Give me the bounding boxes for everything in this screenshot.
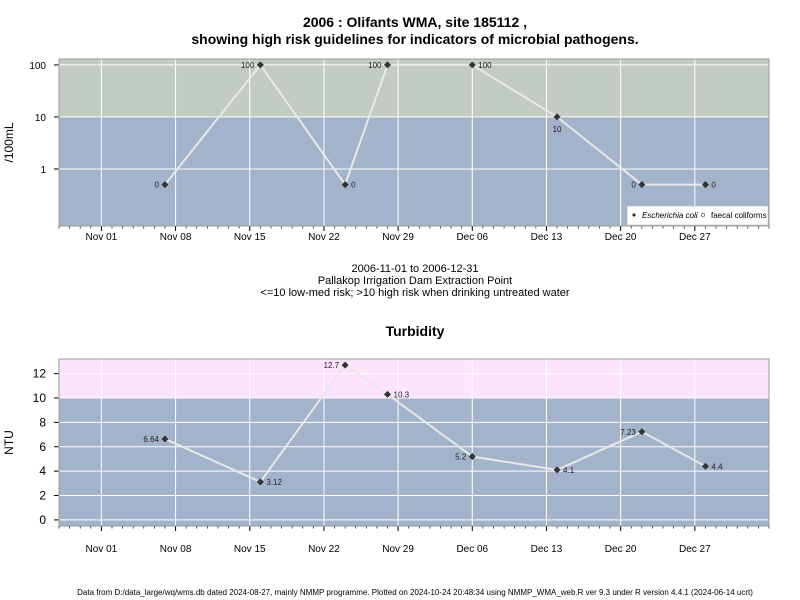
turbidity-x-tick-label: Nov 01: [86, 544, 118, 555]
microbial-x-tick-label: Nov 01: [86, 232, 118, 243]
turbidity-x-tick-label: Dec 13: [531, 544, 563, 555]
legend-ecoli-marker: [632, 213, 636, 217]
turbidity-data-label: 6.64: [143, 435, 159, 444]
microbial-data-point: [384, 61, 392, 69]
turbidity-data-label: 7.23: [620, 428, 636, 437]
site-name-caption: Pallakop Irrigation Dam Extraction Point: [317, 275, 513, 287]
microbial-data-point: [161, 181, 169, 189]
turbidity-data-label: 4.4: [711, 462, 723, 471]
turbidity-data-label: 10.3: [394, 390, 410, 399]
data-source-footer: Data from D:/data_large/wq/wms.db dated …: [77, 588, 753, 597]
microbial-data-point: [701, 181, 709, 189]
microbial-data-label: 0: [711, 181, 716, 190]
turbidity-data-label: 12.7: [324, 361, 340, 370]
microbial-x-tick-label: Dec 27: [679, 232, 711, 243]
microbial-data-label: 0: [631, 181, 636, 190]
microbial-data-label: 100: [241, 61, 255, 70]
turbidity-low-risk-band: [59, 398, 769, 526]
turbidity-x-tick-label: Dec 20: [605, 544, 637, 555]
turbidity-y-tick-label: 2: [39, 489, 46, 503]
turbidity-y-tick-label: 6: [39, 440, 46, 454]
turbidity-data-point: [553, 466, 561, 474]
microbial-data-label: 10: [553, 125, 562, 134]
legend-ecoli-label: Escherichia coli: [642, 211, 698, 220]
microbial-x-tick-label: Nov 15: [234, 232, 266, 243]
microbial-x-tick-label: Nov 29: [382, 232, 414, 243]
turbidity-x-tick-label: Dec 27: [679, 544, 711, 555]
turbidity-data-label: 4.1: [563, 466, 575, 475]
turbidity-data-point: [341, 361, 349, 369]
turbidity-y-tick-label: 0: [39, 513, 46, 527]
legend-faecal-marker: [700, 212, 706, 218]
turbidity-x-tick-label: Nov 29: [382, 544, 414, 555]
turbidity-data-label: 5.2: [455, 453, 467, 462]
microbial-x-tick-label: Nov 08: [160, 232, 192, 243]
microbial-x-tick-label: Dec 13: [531, 232, 563, 243]
turbidity-data-point: [638, 428, 646, 436]
microbial-y-tick-label: 10: [35, 113, 47, 124]
chart-title-line1: 2006 : Olifants WMA, site 185112 ,: [302, 14, 528, 30]
microbial-data-point: [553, 113, 561, 121]
microbial-series-line: [164, 63, 706, 187]
microbial-y-axis-label: /100mL: [2, 122, 16, 162]
turbidity-series-line: [164, 363, 706, 484]
turbidity-data-point: [256, 478, 264, 486]
chart-title-line2: showing high risk guidelines for indicat…: [191, 31, 639, 47]
turbidity-title: Turbidity: [385, 323, 445, 339]
risk-guideline-caption: <=10 low-med risk; >10 high risk when dr…: [260, 287, 570, 299]
microbial-data-label: 100: [478, 61, 492, 70]
microbial-plot-frame: [58, 58, 770, 227]
turbidity-data-point: [468, 453, 476, 461]
legend-box: [626, 205, 769, 226]
turbidity-data-point: [701, 462, 709, 470]
microbial-data-point: [256, 61, 264, 69]
turbidity-y-tick-label: 8: [39, 415, 46, 429]
microbial-y-tick-label: 100: [29, 61, 46, 72]
microbial-x-tick-label: Dec 06: [456, 232, 488, 243]
microbial-x-tick-label: Nov 22: [308, 232, 340, 243]
microbial-data-point: [341, 181, 349, 189]
turbidity-y-tick-label: 4: [39, 464, 46, 478]
turbidity-plot-frame: [58, 358, 770, 527]
microbial-high-risk-band: [59, 59, 769, 117]
turbidity-x-tick-label: Dec 06: [456, 544, 488, 555]
turbidity-x-tick-label: Nov 15: [234, 544, 266, 555]
microbial-data-label: 0: [351, 181, 356, 190]
turbidity-data-label: 3.12: [266, 478, 282, 487]
turbidity-x-tick-label: Nov 08: [160, 544, 192, 555]
date-range-caption: 2006-11-01 to 2006-12-31: [351, 263, 479, 275]
microbial-data-label: 0: [155, 181, 160, 190]
microbial-x-tick-label: Dec 20: [605, 232, 637, 243]
microbial-data-label: 100: [368, 61, 382, 70]
turbidity-y-tick-label: 10: [33, 391, 47, 405]
turbidity-x-tick-label: Nov 22: [308, 544, 340, 555]
turbidity-y-tick-label: 12: [33, 367, 47, 381]
microbial-data-point: [468, 61, 476, 69]
legend-faecal-label: faecal coliforms: [711, 211, 767, 220]
turbidity-data-point: [384, 390, 392, 398]
microbial-data-point: [638, 181, 646, 189]
turbidity-y-axis-label: NTU: [2, 430, 16, 455]
microbial-y-tick-label: 1: [40, 165, 46, 176]
turbidity-high-risk-band: [59, 359, 769, 399]
turbidity-data-point: [161, 435, 169, 443]
